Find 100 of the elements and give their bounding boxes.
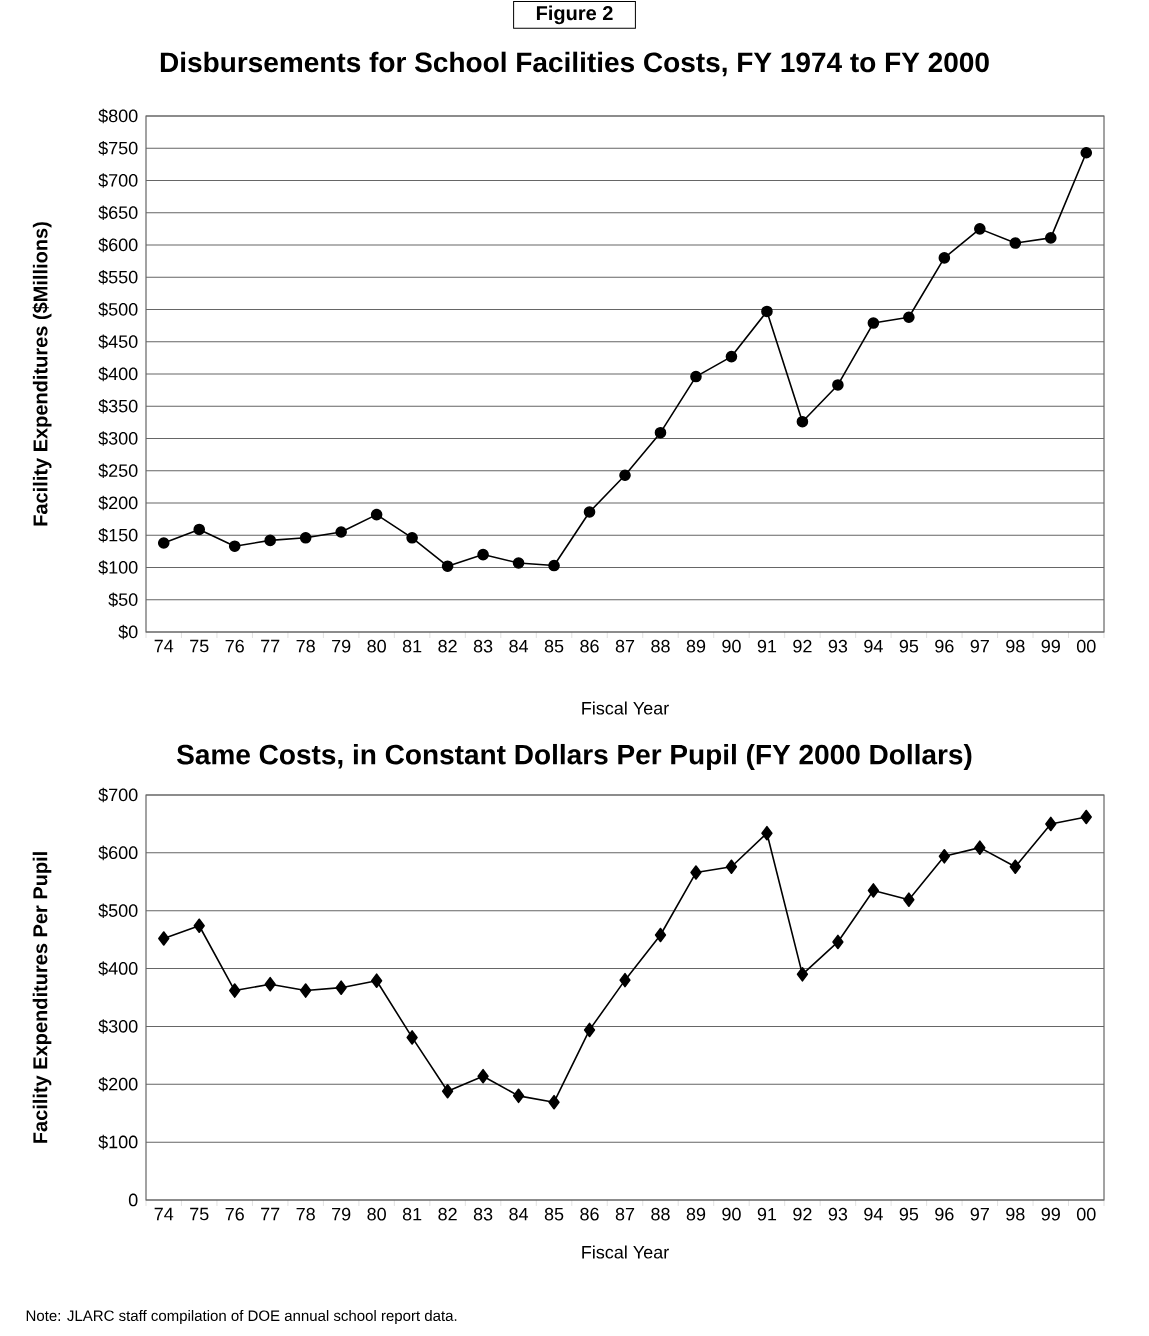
point bbox=[335, 526, 347, 538]
x-tick-label: 95 bbox=[899, 1207, 919, 1221]
x-tick-label: 96 bbox=[935, 1207, 954, 1221]
y-tick-label: $150 bbox=[98, 527, 138, 543]
point bbox=[406, 1030, 418, 1045]
point bbox=[938, 252, 951, 264]
point bbox=[690, 370, 702, 383]
chart-title: Same Costs, in Constant Dollars Per Pupil (FY 2000 Dollars) bbox=[176, 743, 972, 771]
x-tick-label: 82 bbox=[438, 1207, 457, 1221]
point bbox=[193, 523, 206, 536]
point bbox=[335, 980, 347, 995]
x-tick-label: 83 bbox=[473, 1207, 493, 1221]
x-tick-label: 95 bbox=[899, 639, 919, 653]
point bbox=[299, 532, 312, 544]
point bbox=[796, 967, 809, 982]
x-tick-label: 93 bbox=[828, 639, 848, 653]
x-tick-label: 99 bbox=[1041, 639, 1060, 653]
y-tick-label: $200 bbox=[98, 1076, 138, 1092]
x-tick-label: 82 bbox=[438, 639, 457, 653]
caption: Figure 2 bbox=[536, 5, 613, 25]
point bbox=[832, 934, 844, 950]
x-tick-label: 79 bbox=[332, 639, 351, 653]
y-tick-label: $750 bbox=[98, 140, 138, 156]
y-tick-label: $600 bbox=[98, 237, 138, 253]
y-tick-label: $350 bbox=[98, 398, 138, 414]
point bbox=[654, 426, 667, 439]
point bbox=[264, 976, 276, 992]
x-tick-label: 88 bbox=[651, 1207, 670, 1221]
point bbox=[228, 540, 241, 553]
x-tick-label: 90 bbox=[722, 1207, 741, 1221]
y-tick-label: $500 bbox=[98, 302, 138, 317]
x-tick-label: 87 bbox=[615, 639, 635, 653]
x-tick-label: 97 bbox=[970, 639, 989, 653]
x-tick-label: 74 bbox=[154, 639, 174, 653]
point bbox=[867, 317, 880, 329]
point bbox=[1045, 816, 1057, 832]
y-tick-label: $200 bbox=[98, 495, 138, 511]
x-tick-label: 90 bbox=[722, 639, 741, 653]
y-tick-label: $400 bbox=[98, 366, 138, 382]
x-tick-label: 89 bbox=[686, 639, 706, 653]
x-tick-label: 98 bbox=[1006, 639, 1025, 653]
x-tick-label: 80 bbox=[367, 639, 386, 653]
point bbox=[903, 311, 915, 324]
x-tick-label: 92 bbox=[793, 639, 812, 653]
x-axis-title: Fiscal Year bbox=[582, 701, 669, 715]
point bbox=[548, 559, 560, 572]
x-tick-label: 80 bbox=[367, 1207, 386, 1221]
point bbox=[583, 506, 596, 518]
point bbox=[264, 534, 276, 547]
x-tick-label: 86 bbox=[580, 1207, 599, 1221]
y-tick-label: $100 bbox=[98, 1134, 138, 1150]
x-tick-label: 97 bbox=[970, 1207, 989, 1221]
point bbox=[725, 859, 738, 875]
x-tick-label: 78 bbox=[296, 1207, 315, 1221]
y-tick-label: $450 bbox=[98, 334, 138, 350]
x-tick-label: 85 bbox=[544, 1207, 564, 1221]
point bbox=[1080, 809, 1092, 825]
x-tick-label: 76 bbox=[225, 1207, 244, 1221]
y-tick-label: $400 bbox=[98, 961, 138, 976]
point bbox=[867, 883, 880, 898]
x-tick-label: 96 bbox=[935, 639, 954, 653]
point bbox=[512, 557, 525, 569]
point bbox=[619, 469, 631, 482]
point bbox=[1080, 146, 1093, 159]
point bbox=[1009, 237, 1022, 249]
x-tick-label: 74 bbox=[154, 1207, 174, 1221]
x-tick-label: 93 bbox=[828, 1207, 848, 1221]
x-tick-label: 91 bbox=[757, 1207, 777, 1221]
y-tick-label: $50 bbox=[108, 592, 138, 608]
point bbox=[903, 892, 915, 908]
x-axis-title: Fiscal Year bbox=[582, 1245, 669, 1259]
point bbox=[512, 1088, 525, 1104]
y-tick-label: $300 bbox=[98, 1019, 138, 1034]
point bbox=[441, 1083, 454, 1099]
point bbox=[477, 1068, 489, 1084]
point bbox=[796, 415, 809, 428]
y-tick-label: $700 bbox=[98, 173, 138, 188]
point bbox=[441, 560, 454, 572]
x-tick-label: 98 bbox=[1006, 1207, 1025, 1221]
x-tick-label: 88 bbox=[651, 639, 670, 653]
x-tick-label: 00 bbox=[1076, 1207, 1096, 1221]
point bbox=[690, 865, 702, 880]
x-tick-label: 83 bbox=[473, 639, 493, 653]
x-tick-label: 84 bbox=[509, 639, 529, 653]
x-tick-label: 00 bbox=[1076, 639, 1096, 653]
point bbox=[761, 825, 773, 841]
y-tick-label: $0 bbox=[118, 624, 138, 640]
point bbox=[938, 849, 951, 864]
x-tick-label: 87 bbox=[615, 1207, 635, 1221]
x-tick-label: 79 bbox=[332, 1207, 351, 1221]
x-tick-label: 78 bbox=[296, 639, 315, 653]
point bbox=[193, 918, 205, 934]
y-tick-label: $100 bbox=[98, 560, 138, 575]
point bbox=[832, 379, 844, 391]
point bbox=[725, 350, 738, 363]
x-tick-label: 99 bbox=[1041, 1207, 1060, 1221]
x-tick-label: 76 bbox=[225, 639, 244, 653]
x-tick-label: 91 bbox=[757, 639, 777, 653]
x-tick-label: 75 bbox=[190, 639, 209, 653]
point bbox=[974, 840, 986, 855]
